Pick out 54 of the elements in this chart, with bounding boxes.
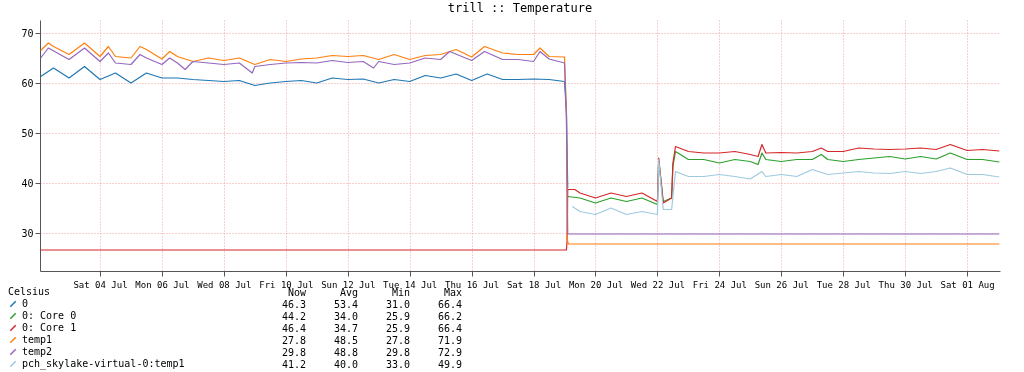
text: 25.9 bbox=[385, 311, 410, 322]
x-tick-label: Sat 04 Jul bbox=[73, 279, 128, 290]
text: 34.0 bbox=[333, 311, 358, 322]
legend-label: pch_skylake-virtual-0:temp1 bbox=[22, 358, 185, 370]
legend-label: temp2 bbox=[22, 346, 53, 357]
text: 33.0 bbox=[385, 359, 410, 370]
legend-label: 0: Core 0 bbox=[22, 310, 77, 321]
legend-label: 0 bbox=[22, 298, 29, 309]
x-tick-label: Tue 28 Jul bbox=[816, 279, 871, 290]
x-tick-label: Sun 26 Jul bbox=[754, 279, 809, 290]
legend-label: temp1 bbox=[22, 334, 53, 345]
text: 44.2 bbox=[281, 311, 306, 322]
text: 48.8 bbox=[333, 347, 358, 358]
text: 29.8 bbox=[385, 347, 410, 358]
text: 66.4 bbox=[437, 323, 462, 334]
legend-title: Celsius bbox=[8, 286, 51, 297]
text: 49.9 bbox=[437, 359, 462, 370]
text: 71.9 bbox=[437, 335, 462, 346]
x-tick-label: Sat 01 Aug bbox=[940, 279, 995, 290]
text: 25.9 bbox=[385, 323, 410, 334]
y-tick-label: 60 bbox=[21, 77, 34, 89]
text: 41.2 bbox=[281, 359, 306, 370]
y-tick-label: 70 bbox=[21, 27, 34, 39]
text: 48.5 bbox=[333, 335, 358, 346]
text: 46.3 bbox=[281, 299, 306, 310]
text: Min bbox=[391, 287, 410, 298]
y-tick-label: 40 bbox=[21, 177, 34, 189]
text: 66.4 bbox=[437, 299, 462, 310]
x-tick-label: Mon 20 Jul bbox=[568, 279, 624, 290]
text: 29.8 bbox=[281, 347, 306, 358]
x-tick-label: Wed 22 Jul bbox=[630, 279, 686, 290]
text: 40.0 bbox=[333, 359, 358, 370]
text: 66.2 bbox=[437, 311, 462, 322]
text: 27.8 bbox=[281, 335, 306, 346]
x-tick-label: Fri 24 Jul bbox=[692, 279, 747, 290]
text: 31.0 bbox=[385, 299, 410, 310]
x-tick-label: Thu 16 Jul bbox=[445, 279, 500, 290]
text: Now bbox=[287, 287, 307, 298]
text: 34.7 bbox=[333, 323, 358, 334]
legend-label: 0: Core 1 bbox=[22, 322, 77, 333]
y-tick-label: 50 bbox=[21, 127, 34, 139]
x-tick-label: Thu 30 Jul bbox=[878, 279, 933, 290]
text: 27.8 bbox=[385, 335, 410, 346]
chart-title: trill :: Temperature bbox=[447, 1, 593, 15]
y-tick-label: 30 bbox=[21, 227, 34, 239]
text: 72.9 bbox=[437, 347, 462, 358]
x-tick-label: Sat 18 Jul bbox=[506, 279, 562, 290]
text: Max bbox=[443, 287, 462, 298]
text: 46.4 bbox=[281, 323, 306, 334]
x-tick-label: Wed 08 Jul bbox=[197, 279, 252, 290]
text: 53.4 bbox=[333, 299, 358, 310]
text: Avg bbox=[339, 287, 358, 298]
x-tick-label: Sun 12 Jul bbox=[321, 279, 376, 290]
x-tick-label: Mon 06 Jul bbox=[135, 279, 190, 290]
